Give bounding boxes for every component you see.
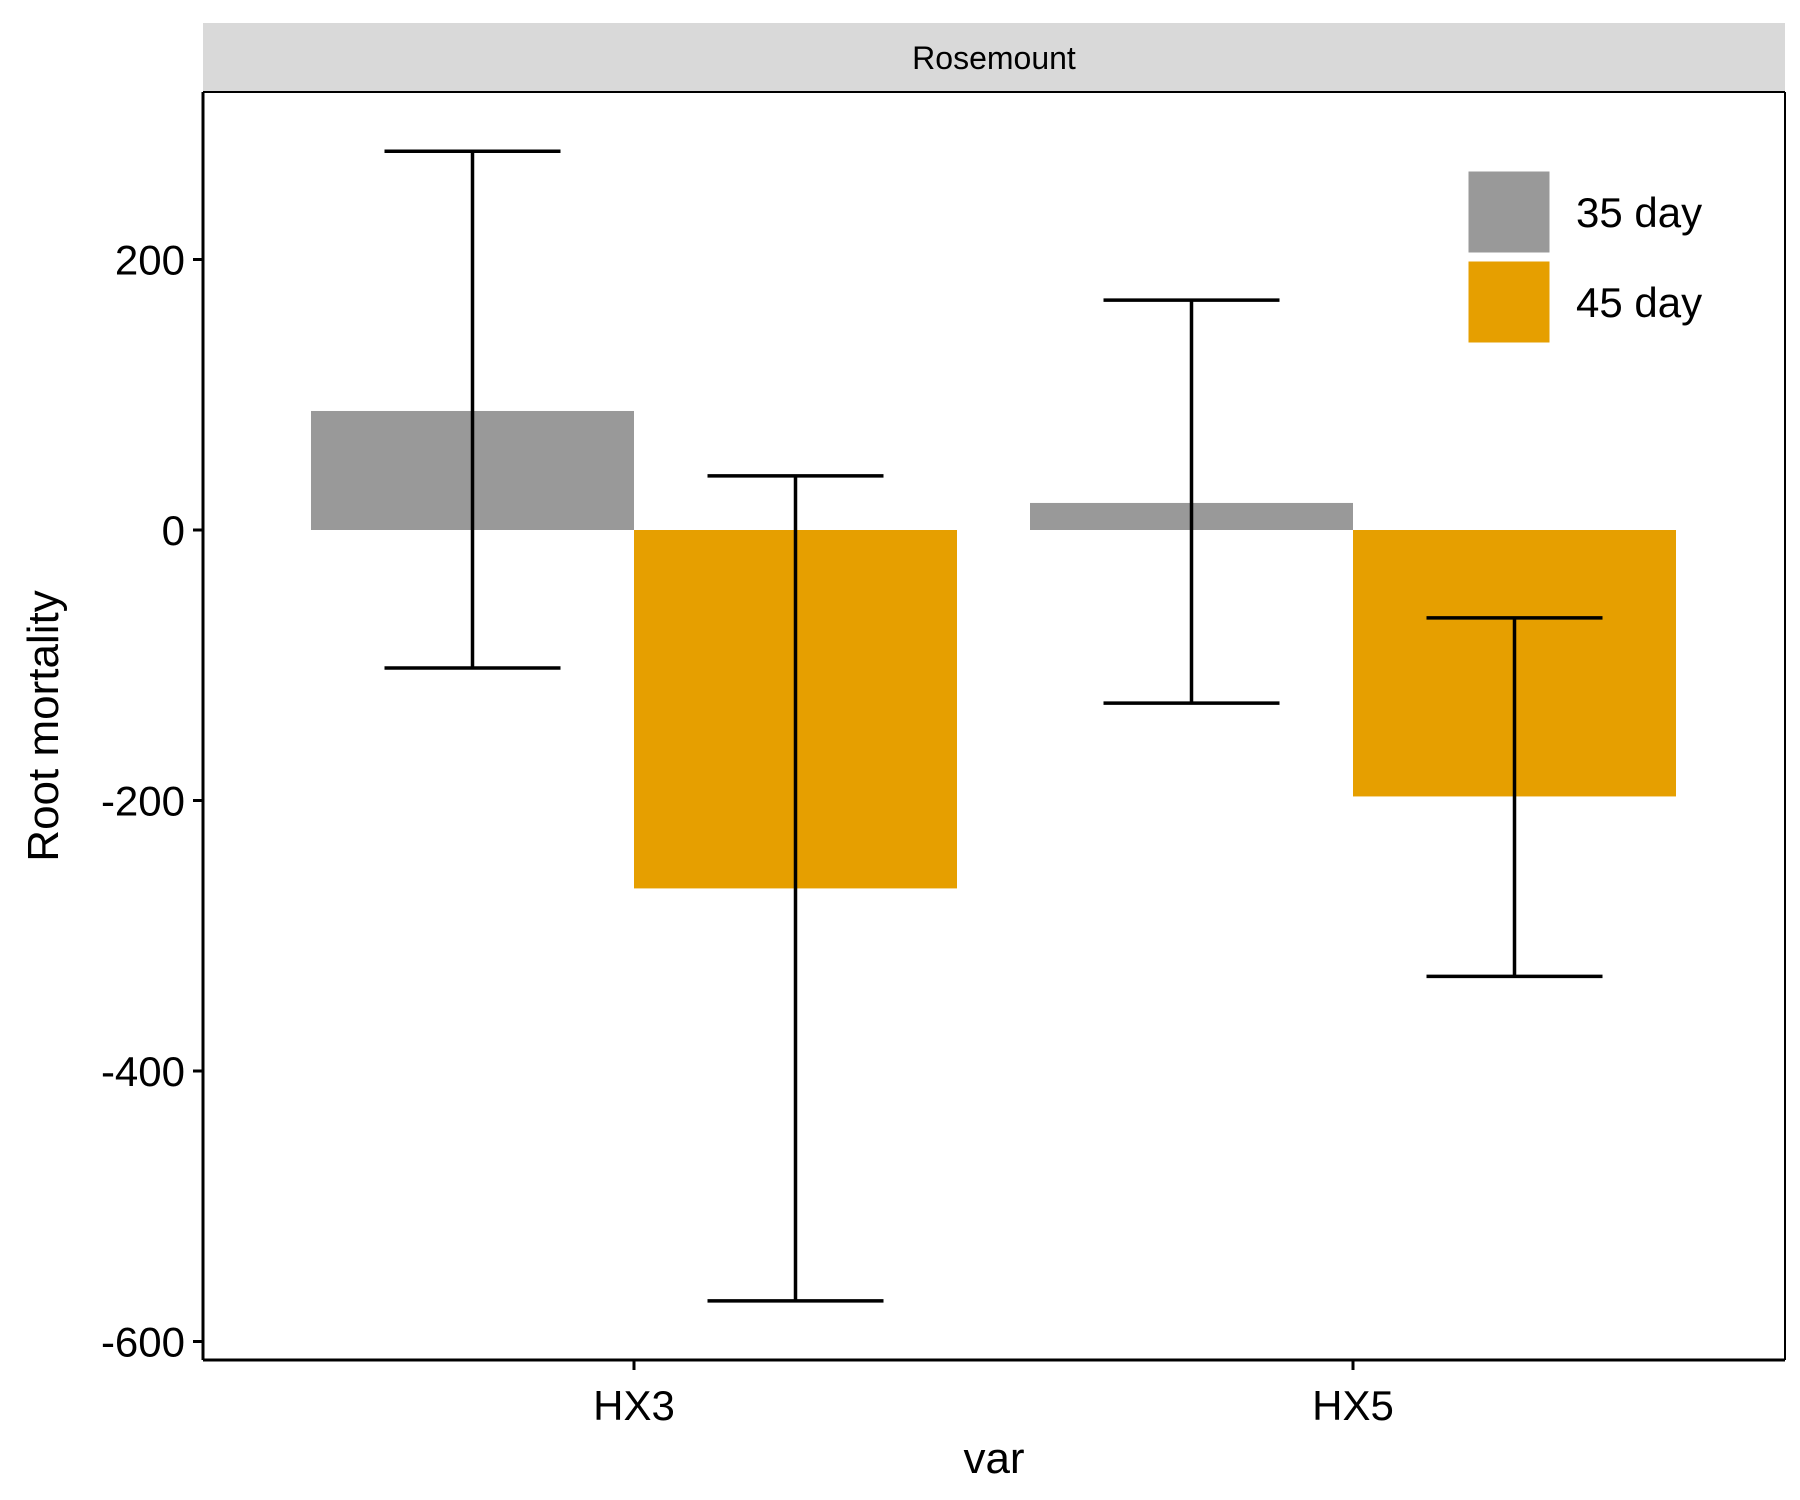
x-axis-title: var [963,1434,1024,1483]
legend: 35 day 45 day [1465,168,1702,346]
errorbar-hx3-35-day [384,149,561,670]
x-tick-label: HX3 [593,1382,675,1429]
x-ticks: HX3 HX5 [593,1360,1394,1429]
errorbar-hx5-35-day [1103,298,1280,705]
legend-label: 35 day [1576,189,1702,236]
errorbar-hx3-45-day [707,474,884,1303]
legend-label: 45 day [1576,279,1702,326]
legend-key-45-day [1465,258,1553,346]
bars-layer [311,410,1676,889]
y-tick-label: -400 [101,1048,185,1095]
y-tick-label: -200 [101,778,185,825]
x-tick-label: HX5 [1312,1382,1394,1429]
errorbar-hx5-45-day [1426,616,1603,979]
errorbars-layer [384,149,1603,1303]
y-tick-label: 200 [115,237,185,284]
y-tick-label: -600 [101,1319,185,1366]
y-axis-title: Root mortality [19,590,68,861]
facet-strip [203,23,1785,92]
y-tick-label: 0 [162,507,185,554]
facet-label: Rosemount [912,40,1076,76]
y-ticks: 200 0 -200 -400 -600 [101,237,203,1366]
legend-key-35-day [1465,168,1553,256]
